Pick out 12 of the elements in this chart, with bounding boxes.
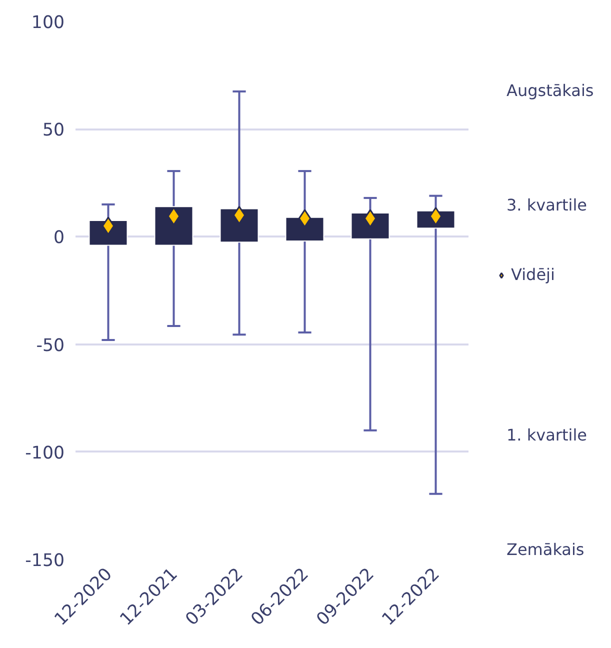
text: Zemākais <box>506 540 584 560</box>
y-tick-label: -150 <box>25 551 64 571</box>
text: 3. kvartile <box>506 196 587 215</box>
y-tick-label: -50 <box>36 336 65 356</box>
y-tick-label: -100 <box>25 443 64 464</box>
text: 1. kvartile <box>506 425 587 444</box>
y-tick-label: 0 <box>53 228 65 248</box>
y-tick-label: 50 <box>42 120 65 141</box>
y-tick-label: 100 <box>31 13 65 33</box>
text: Augstākais <box>506 80 594 100</box>
point <box>232 206 246 224</box>
legend-label: Vidēji <box>511 265 555 284</box>
